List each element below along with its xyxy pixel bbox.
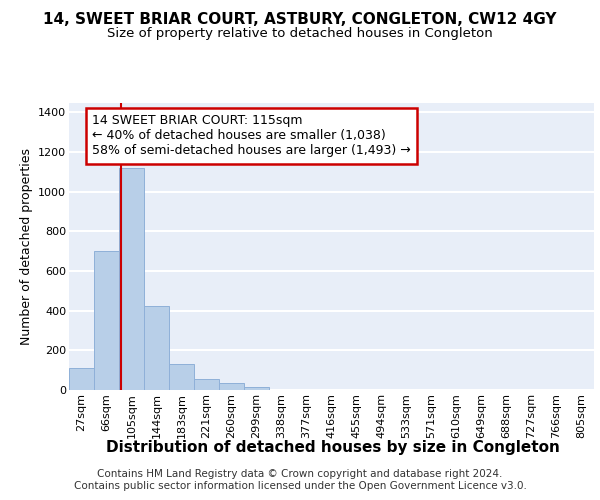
Text: Size of property relative to detached houses in Congleton: Size of property relative to detached ho…	[107, 27, 493, 40]
Text: Contains public sector information licensed under the Open Government Licence v3: Contains public sector information licen…	[74, 481, 526, 491]
Y-axis label: Number of detached properties: Number of detached properties	[20, 148, 32, 345]
Text: 14, SWEET BRIAR COURT, ASTBURY, CONGLETON, CW12 4GY: 14, SWEET BRIAR COURT, ASTBURY, CONGLETO…	[43, 12, 557, 28]
Text: 14 SWEET BRIAR COURT: 115sqm
← 40% of detached houses are smaller (1,038)
58% of: 14 SWEET BRIAR COURT: 115sqm ← 40% of de…	[92, 114, 411, 158]
Bar	[119, 168, 144, 390]
Text: Distribution of detached houses by size in Congleton: Distribution of detached houses by size …	[106, 440, 560, 455]
Text: Contains HM Land Registry data © Crown copyright and database right 2024.: Contains HM Land Registry data © Crown c…	[97, 469, 503, 479]
Bar	[69, 368, 94, 390]
Bar	[219, 383, 244, 390]
Bar	[144, 306, 169, 390]
Bar	[169, 364, 194, 390]
Bar	[244, 387, 269, 390]
Bar	[94, 251, 119, 390]
Bar	[194, 379, 219, 390]
